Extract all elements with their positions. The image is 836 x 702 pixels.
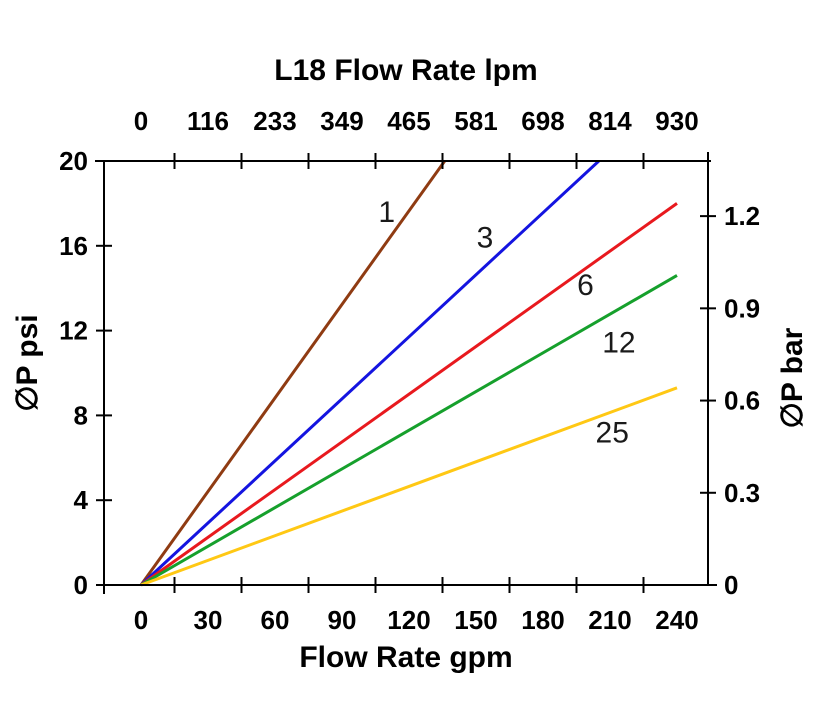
series-line-25 [140, 386, 678, 587]
top-tick-label: 465 [387, 106, 430, 136]
series-line-12 [140, 274, 678, 587]
bottom-tick-label: 0 [134, 605, 148, 635]
top-tick-label: 233 [253, 106, 296, 136]
top-tick-label: 698 [521, 106, 564, 136]
left-tick-label: 12 [59, 316, 88, 346]
curve-label-25: 25 [596, 416, 629, 449]
top-tick-label: 349 [320, 106, 363, 136]
bottom-tick-label: 120 [387, 605, 430, 635]
x-axis-title: Flow Rate gpm [299, 641, 513, 674]
right-tick-label: 0 [724, 570, 738, 600]
right-tick-label: 1.2 [724, 201, 760, 231]
right-tick-label: 0.6 [724, 386, 760, 416]
bottom-tick-label: 90 [328, 605, 357, 635]
top-tick-label: 0 [134, 106, 148, 136]
series-line-3 [139, 161, 600, 587]
top-tick-label: 581 [454, 106, 497, 136]
series-line-1 [139, 161, 446, 586]
curve-label-12: 12 [602, 326, 635, 359]
left-tick-label: 4 [74, 485, 89, 515]
top-tick-label: 814 [588, 106, 632, 136]
curve-label-6: 6 [577, 269, 594, 302]
bottom-tick-label: 150 [454, 605, 497, 635]
curve-label-1: 1 [378, 196, 395, 229]
bottom-tick-label: 60 [261, 605, 290, 635]
chart-title: L18 Flow Rate lpm [274, 54, 538, 87]
right-axis-title: ∅P bar [776, 327, 809, 429]
left-axis-title: ∅P psi [11, 314, 44, 412]
top-tick-label: 930 [655, 106, 698, 136]
bottom-tick-label: 240 [655, 605, 698, 635]
bottom-tick-label: 210 [588, 605, 631, 635]
curve-label-3: 3 [477, 221, 494, 254]
left-tick-label: 16 [59, 231, 88, 261]
left-tick-label: 0 [74, 570, 88, 600]
bottom-tick-label: 180 [521, 605, 564, 635]
bottom-tick-label: 30 [194, 605, 223, 635]
right-tick-label: 0.3 [724, 478, 760, 508]
series-line-6 [140, 202, 678, 587]
left-tick-label: 20 [59, 146, 88, 176]
top-tick-label: 116 [187, 106, 229, 136]
right-tick-label: 0.9 [724, 293, 760, 323]
left-tick-label: 8 [74, 400, 88, 430]
